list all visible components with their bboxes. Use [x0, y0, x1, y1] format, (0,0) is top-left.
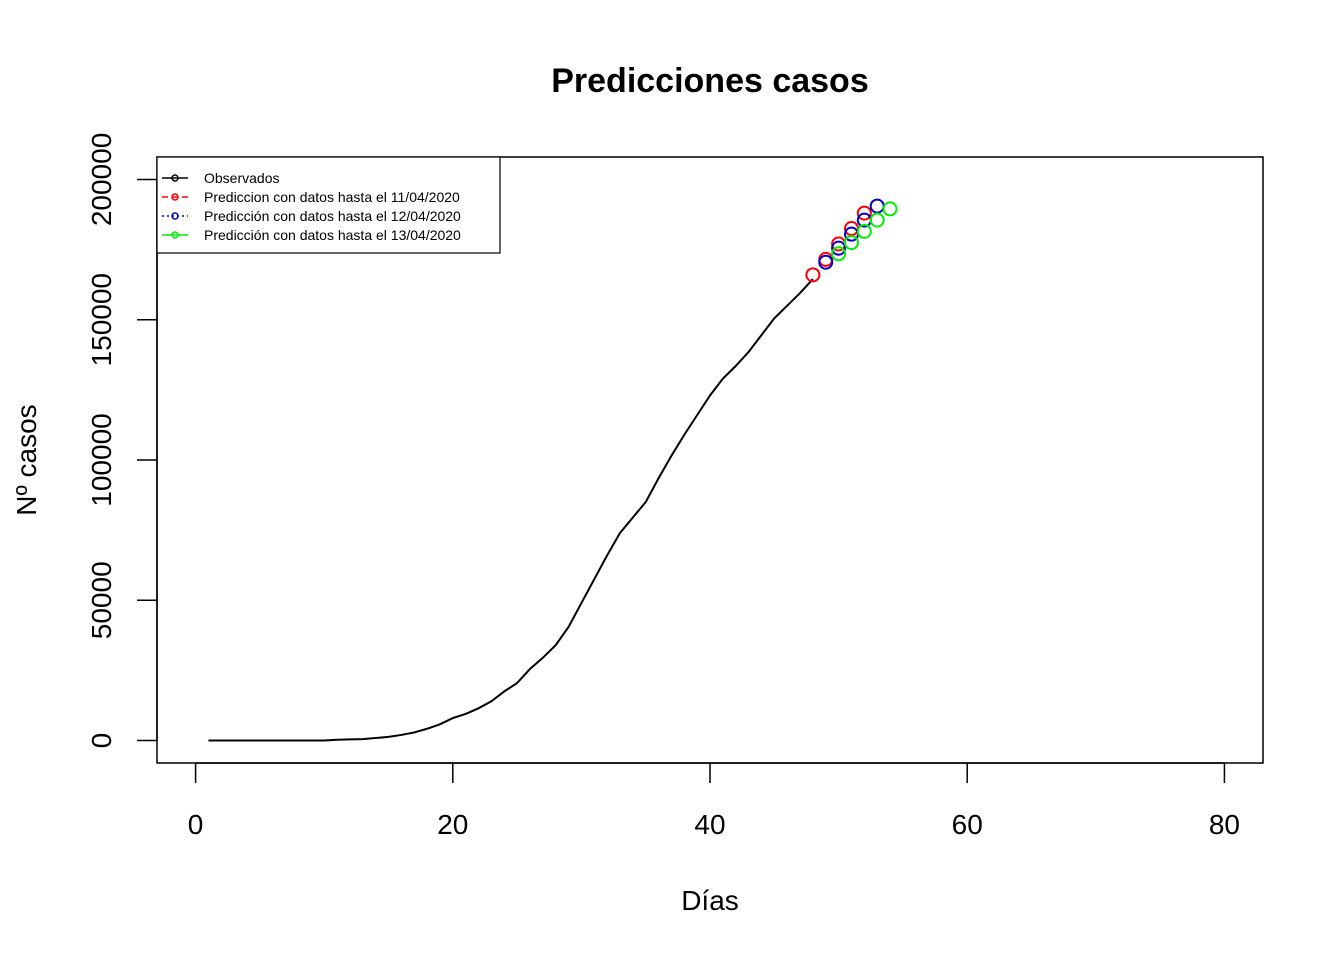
series-line-observados [208, 278, 814, 742]
x-tick-label: 40 [694, 809, 725, 840]
x-axis: 0 20 40 60 80 [188, 762, 1240, 840]
prediction-point-2 [818, 254, 834, 270]
legend-marker-3 [171, 231, 179, 239]
prediction-point-1 [805, 267, 821, 283]
prediction-point-3 [856, 223, 872, 239]
legend-entry-3: Predicción con datos hasta el 13/04/2020 [204, 227, 461, 243]
prediction-point-3 [882, 201, 898, 217]
legend-entry-0: Observados [204, 170, 279, 186]
x-tick-label: 20 [437, 809, 468, 840]
x-tick-label: 60 [952, 809, 983, 840]
y-tick-label: 50000 [86, 561, 117, 639]
y-axis-label: Nº casos [11, 404, 42, 515]
y-axis: 0 50000 100000 150000 200000 [86, 133, 158, 749]
legend-marker-2 [171, 212, 179, 220]
x-tick-label: 80 [1209, 809, 1240, 840]
legend-entry-2: Predicción con datos hasta el 12/04/2020 [204, 208, 461, 224]
legend-entry-1: Prediccion con datos hasta el 11/04/2020 [204, 189, 460, 205]
prediction-point-3 [843, 235, 859, 251]
legend-marker-0 [171, 174, 179, 182]
x-axis-label: Días [681, 885, 739, 916]
legend-box [156, 156, 501, 254]
y-tick-label: 100000 [86, 413, 117, 506]
prediction-point-2 [869, 198, 885, 214]
prediction-point-3 [869, 212, 885, 228]
legend-marker-1 [171, 193, 179, 201]
y-tick-label: 0 [86, 733, 117, 749]
legend: Observados Prediccion con datos hasta el … [156, 156, 501, 254]
prediction-point-1 [856, 205, 872, 221]
y-tick-label: 200000 [86, 133, 117, 226]
series-layer [208, 198, 898, 742]
prediction-point-3 [831, 246, 847, 262]
prediction-point-2 [831, 240, 847, 256]
chart-title: Predicciones casos [551, 62, 869, 100]
x-tick-label: 0 [188, 809, 204, 840]
y-tick-label: 150000 [86, 273, 117, 366]
